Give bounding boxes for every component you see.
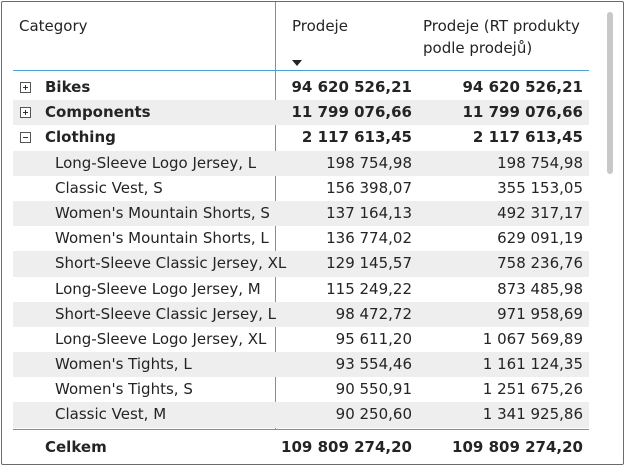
- row-label: Women's Mountain Shorts, L: [55, 229, 269, 248]
- expand-icon[interactable]: [20, 82, 31, 93]
- header-running-total[interactable]: Prodeje (RT produkty podle prodejů): [423, 17, 580, 57]
- table-row: Clothing 2 117 613,45 2 117 613,45: [13, 125, 589, 150]
- row-sales: 11 799 076,66: [291, 103, 412, 122]
- row-sales: 137 164,13: [326, 203, 412, 222]
- row-running-total: 2 117 613,45: [472, 128, 583, 147]
- row-label: Classic Vest, M: [55, 405, 167, 424]
- table-row: Classic Vest, S 156 398,07 355 153,05: [13, 176, 589, 201]
- total-label: Celkem: [45, 438, 107, 456]
- row-sales: 94 620 526,21: [291, 78, 412, 96]
- row-label: Women's Tights, L: [55, 355, 192, 374]
- row-sales: 136 774,02: [326, 229, 412, 248]
- row-running-total: 758 236,76: [497, 254, 583, 273]
- header-category[interactable]: Category: [19, 17, 88, 35]
- row-running-total: 355 153,05: [497, 178, 583, 197]
- table-row: Short-Sleeve Classic Jersey, XL 129 145,…: [13, 251, 589, 277]
- row-sales: 129 145,57: [326, 254, 412, 273]
- table-body: Bikes 94 620 526,21 94 620 526,21 Compon…: [13, 71, 589, 428]
- row-running-total: 198 754,98: [497, 153, 583, 172]
- row-sales: 90 250,60: [335, 405, 412, 424]
- row-sales: 95 611,20: [335, 329, 412, 348]
- row-running-total: 629 091,19: [497, 229, 583, 248]
- row-label: Long-Sleeve Logo Jersey, L: [55, 153, 257, 172]
- row-running-total: 971 958,69: [497, 304, 583, 323]
- vertical-scrollbar[interactable]: [607, 12, 613, 174]
- table-row: Classic Vest, M 90 250,60 1 341 925,86: [13, 402, 589, 428]
- expand-icon[interactable]: [20, 107, 31, 119]
- total-row: Celkem 109 809 274,20 109 809 274,20: [13, 430, 589, 464]
- header-row: Category Prodeje Prodeje (RT produkty po…: [13, 2, 589, 71]
- collapse-icon[interactable]: [20, 132, 31, 144]
- table-row: Women's Tights, L 93 554,46 1 161 124,35: [13, 352, 589, 378]
- table-row: Components 11 799 076,66 11 799 076,66: [13, 100, 589, 126]
- table-row: Long-Sleeve Logo Jersey, XL 95 611,20 1 …: [13, 327, 589, 352]
- row-running-total: 1 067 569,89: [482, 329, 583, 348]
- row-running-total: 492 317,17: [497, 203, 583, 222]
- table-row: Women's Mountain Shorts, S 137 164,13 49…: [13, 200, 589, 227]
- row-running-total: 1 341 925,86: [482, 405, 583, 424]
- row-label: Long-Sleeve Logo Jersey, XL: [55, 329, 267, 348]
- row-running-total: 873 485,98: [497, 279, 583, 298]
- column-divider: [275, 2, 276, 464]
- table-row: Bikes 94 620 526,21 94 620 526,21: [13, 75, 589, 100]
- row-running-total: 1 161 124,35: [482, 355, 583, 374]
- row-label: Components: [45, 103, 151, 122]
- row-sales: 198 754,98: [326, 153, 412, 172]
- table-row: Long-Sleeve Logo Jersey, L 198 754,98 19…: [13, 150, 589, 176]
- total-running-total: 109 809 274,20: [452, 438, 583, 456]
- total-sales: 109 809 274,20: [281, 438, 412, 456]
- row-label: Bikes: [45, 78, 91, 96]
- row-label: Short-Sleeve Classic Jersey, L: [55, 304, 276, 323]
- row-sales: 93 554,46: [335, 355, 412, 374]
- row-label: Short-Sleeve Classic Jersey, XL: [55, 254, 287, 273]
- sort-descending-icon: [292, 60, 302, 66]
- row-label: Classic Vest, S: [55, 178, 163, 197]
- row-label: Women's Tights, S: [55, 380, 193, 399]
- total-row-container: Celkem 109 809 274,20 109 809 274,20: [13, 429, 589, 464]
- row-sales: 115 249,22: [326, 279, 412, 298]
- table-row: Women's Mountain Shorts, L 136 774,02 62…: [13, 226, 589, 251]
- row-sales: 90 550,91: [335, 380, 412, 399]
- row-sales: 156 398,07: [326, 178, 412, 197]
- row-sales: 98 472,72: [335, 304, 412, 323]
- row-running-total: 11 799 076,66: [462, 103, 583, 122]
- row-running-total: 94 620 526,21: [462, 78, 583, 96]
- row-label: Long-Sleeve Logo Jersey, M: [55, 279, 261, 298]
- row-running-total: 1 251 675,26: [482, 380, 583, 399]
- row-sales: 2 117 613,45: [301, 128, 412, 147]
- table-row: Short-Sleeve Classic Jersey, L 98 472,72…: [13, 301, 589, 327]
- matrix-table: Category Prodeje Prodeje (RT produkty po…: [13, 2, 589, 428]
- row-label: Clothing: [45, 128, 116, 147]
- table-row: Women's Tights, S 90 550,91 1 251 675,26: [13, 377, 589, 402]
- row-label: Women's Mountain Shorts, S: [55, 203, 270, 222]
- header-sales[interactable]: Prodeje: [292, 17, 348, 35]
- table-row: Long-Sleeve Logo Jersey, M 115 249,22 87…: [13, 277, 589, 302]
